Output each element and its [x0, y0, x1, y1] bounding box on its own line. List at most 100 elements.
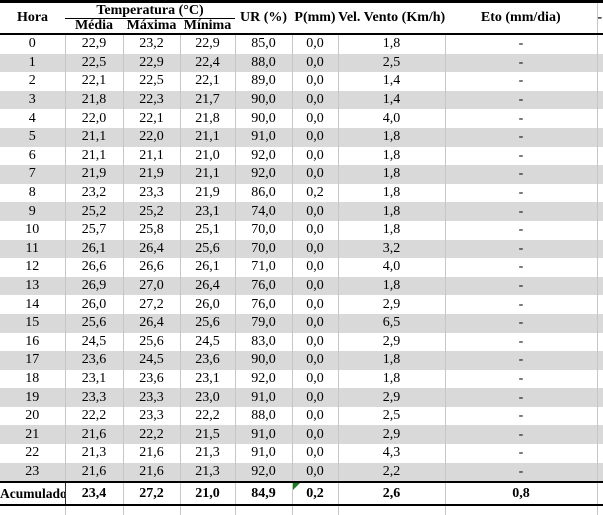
cutoff-cell: [596, 462, 603, 483]
media-cell: 21,1: [64, 146, 123, 166]
minima-cell: 21,3: [179, 444, 235, 463]
minima-cell: 21,7: [179, 90, 235, 110]
ur-cell: 76,0: [234, 276, 292, 296]
cutoff-cell: [596, 220, 603, 240]
cutoff-cell: [596, 53, 603, 73]
truncated-cell: [337, 505, 445, 515]
accumulated-maxima: 27,2: [122, 481, 180, 507]
hour-cell: 20: [25, 408, 40, 424]
col-header-media: Média: [65, 18, 123, 34]
ur-cell: 92,0: [234, 369, 292, 389]
table-row: 5 21,1 22,0 21,1 91,0 0,0 1,8-: [0, 127, 603, 147]
truncated-cell: [596, 505, 603, 515]
ur-cell: 92,0: [234, 146, 292, 166]
cutoff-column-header: -: [596, 1, 603, 34]
eto-cell: -: [444, 388, 597, 407]
cutoff-cell: [596, 351, 603, 370]
maxima-cell: 25,8: [122, 220, 180, 240]
truncated-cell: [234, 505, 292, 515]
maxima-cell: 21,9: [122, 165, 180, 184]
cutoff-cell: [596, 276, 603, 296]
table-row: 9 25,2 25,2 23,1 74,0 0,0 1,8-: [0, 202, 603, 221]
minima-cell: 22,2: [179, 406, 235, 426]
p-cell: 0,0: [291, 165, 338, 184]
eto-cell: -: [444, 276, 597, 296]
eto-cell: -: [444, 406, 597, 426]
table-row: 6 21,1 21,1 21,0 92,0 0,0 1,8-: [0, 146, 603, 166]
table-row: 1 22,5 22,9 22,4 88,0 0,0 2,5-: [0, 53, 603, 73]
vel-vento-cell: 1,8: [337, 165, 445, 184]
ur-cell: 71,0: [234, 258, 292, 277]
accumulated-p-wrap: 0,2: [293, 484, 338, 503]
media-cell: 24,5: [64, 332, 123, 352]
cutoff-cell: [596, 313, 603, 333]
table-row: 2 22,1 22,5 22,1 89,0 0,0 1,4-: [0, 72, 603, 91]
cutoff-cell: [596, 72, 603, 91]
minima-cell: 21,5: [179, 425, 235, 445]
table-row: 7 21,9 21,9 21,1 92,0 0,0 1,8-: [0, 165, 603, 184]
excel-flag-icon: [293, 484, 300, 491]
media-cell: 21,6: [64, 462, 123, 483]
minima-cell: 21,1: [179, 127, 235, 147]
vel-vento-cell: 1,8: [337, 183, 445, 203]
media-cell: 21,8: [64, 90, 123, 110]
ur-cell: 90,0: [234, 351, 292, 370]
minima-cell: 22,9: [179, 34, 235, 54]
eto-cell: -: [444, 146, 597, 166]
ur-cell: 76,0: [234, 295, 292, 314]
maxima-cell: 26,4: [122, 313, 180, 333]
hour-cell: 10: [25, 222, 40, 238]
p-cell: 0,0: [291, 425, 338, 445]
ur-cell: 91,0: [234, 444, 292, 463]
header-row-2: Média Máxima Mínima: [0, 18, 603, 34]
table-row: 20 22,2 23,3 22,2 88,0 0,0 2,5-: [0, 406, 603, 426]
media-cell: 21,6: [64, 425, 123, 445]
eto-cell: -: [444, 258, 597, 277]
vel-vento-cell: 1,8: [337, 276, 445, 296]
p-cell: 0,0: [291, 202, 338, 221]
vel-vento-cell: 1,4: [337, 90, 445, 110]
p-cell: 0,0: [291, 72, 338, 91]
ur-cell: 91,0: [234, 425, 292, 445]
table-row: 19 23,3 23,3 23,0 91,0 0,0 2,9-: [0, 388, 603, 407]
p-cell: 0,0: [291, 388, 338, 407]
eto-cell: -: [444, 462, 597, 483]
table-row: 15 25,6 26,4 25,6 79,0 0,0 6,5-: [0, 313, 603, 333]
table-row: 21 21,6 22,2 21,5 91,0 0,0 2,9-: [0, 425, 603, 445]
p-cell: 0,0: [291, 109, 338, 128]
hour-cell: 0: [28, 36, 36, 52]
col-header-minima: Mínima: [180, 18, 235, 34]
minima-cell: 21,3: [179, 462, 235, 483]
p-cell: 0,2: [291, 183, 338, 203]
truncated-row: [0, 505, 603, 515]
eto-cell: -: [444, 313, 597, 333]
accumulated-eto: 0,8: [444, 481, 597, 507]
minima-cell: 25,1: [179, 220, 235, 240]
cutoff-cell: [596, 258, 603, 277]
ur-cell: 88,0: [234, 53, 292, 73]
truncated-cell: [64, 505, 123, 515]
p-cell: 0,0: [291, 258, 338, 277]
media-cell: 26,0: [64, 295, 123, 314]
p-cell: 0,0: [291, 369, 338, 389]
ur-cell: 92,0: [234, 165, 292, 184]
cutoff-cell: [596, 425, 603, 445]
maxima-cell: 26,6: [122, 258, 180, 277]
hour-cell: 2: [28, 73, 36, 89]
eto-cell: -: [444, 351, 597, 370]
media-cell: 22,9: [64, 34, 123, 54]
hour-cell: 5: [0, 127, 65, 147]
col-header-eto: Eto (mm/dia): [445, 1, 597, 34]
vel-vento-cell: 2,2: [337, 462, 445, 483]
eto-cell: -: [444, 90, 597, 110]
media-cell: 25,7: [64, 220, 123, 240]
vel-vento-cell: 2,9: [337, 425, 445, 445]
minima-cell: 26,1: [179, 258, 235, 277]
media-cell: 26,9: [64, 276, 123, 296]
table-row: 3 21,8 22,3 21,7 90,0 0,0 1,4-: [0, 90, 603, 110]
vel-vento-cell: 1,8: [337, 220, 445, 240]
minima-cell: 24,5: [179, 332, 235, 352]
hour-cell: 14: [25, 296, 40, 312]
maxima-cell: 22,2: [122, 425, 180, 445]
p-cell: 0,0: [291, 313, 338, 333]
